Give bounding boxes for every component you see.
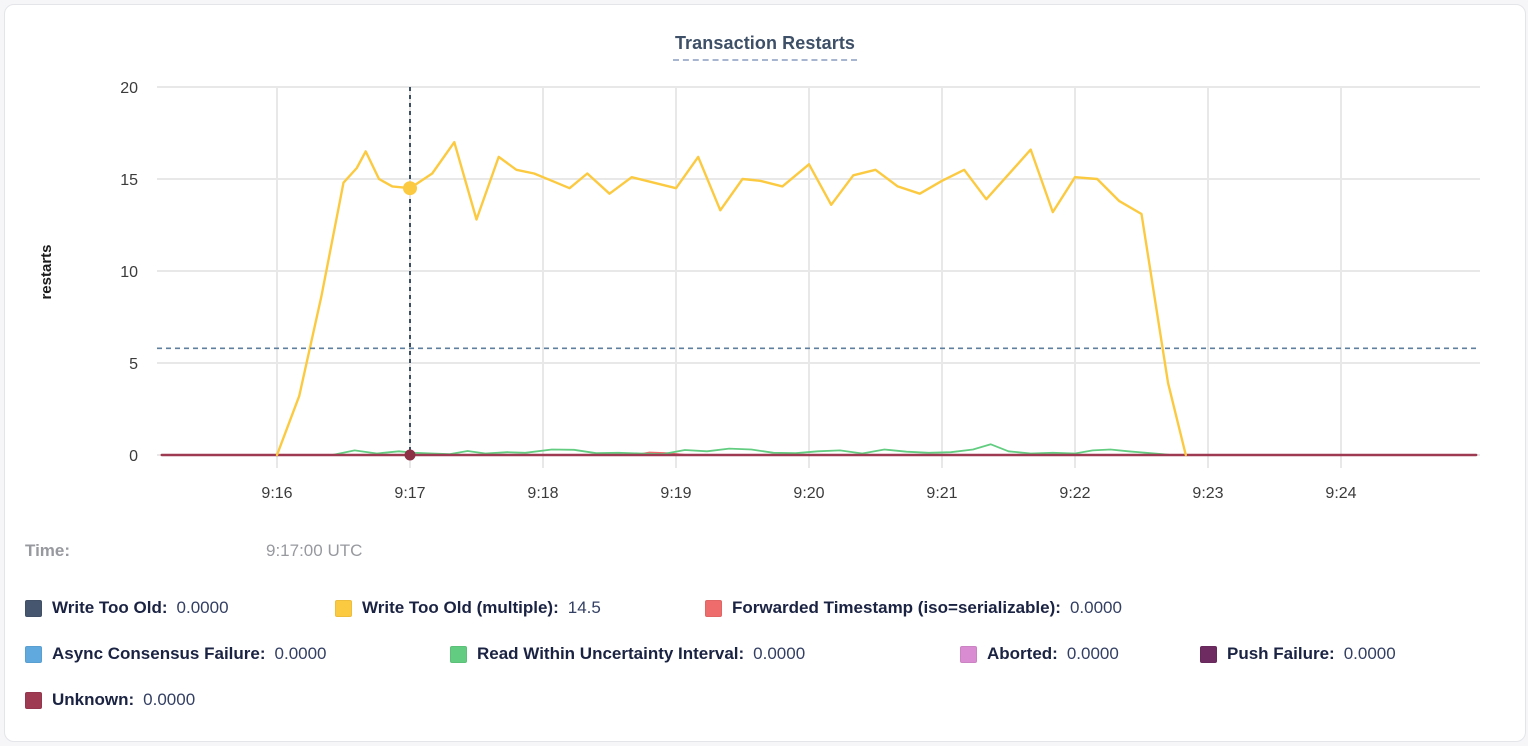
legend-item-write-too-old: Write Too Old: 0.0000 (25, 597, 229, 619)
x-tick-label: 9:20 (793, 485, 824, 502)
legend-swatch (25, 691, 42, 709)
chart-legend: Write Too Old: 0.0000 Write Too Old (multi… (5, 5, 1525, 741)
legend-value: 0.0000 (1066, 644, 1119, 663)
legend-value: 14.5 (567, 598, 601, 617)
chart-card: Transaction Restarts 0 5 10 15 20 9:16 9:17 9:1… (4, 4, 1526, 742)
legend-value: 0.0000 (1069, 598, 1122, 617)
chart-header: Transaction Restarts (5, 33, 1525, 61)
x-tick-label: 9:22 (1059, 485, 1090, 502)
legend-value: 0.0000 (1343, 644, 1396, 663)
hover-dot-unknown (404, 449, 416, 461)
legend-swatch (450, 645, 467, 663)
legend-value: 0.0000 (176, 598, 229, 617)
x-tick-label: 9:18 (527, 485, 558, 502)
chart-title[interactable]: Transaction Restarts (672, 33, 858, 61)
x-tick-label: 9:19 (660, 485, 691, 502)
legend-label: Forwarded Timestamp (iso=serializable): (732, 598, 1061, 617)
legend-label: Write Too Old: (52, 598, 168, 617)
chart-gridlines (157, 86, 1480, 468)
legend-label: Unknown: (52, 690, 135, 709)
legend-label: Push Failure: (1227, 644, 1335, 663)
chart-hover-crosshair (157, 87, 1480, 461)
legend-label: Aborted: (987, 644, 1058, 663)
series-line-write-too-old-multiple- (275, 140, 1188, 457)
chart-series-lines (160, 140, 1478, 457)
legend-swatch (705, 599, 722, 617)
legend-item-async-consensus-failure: Async Consensus Failure: 0.0000 (25, 643, 327, 665)
x-tick-label: 9:23 (1192, 485, 1223, 502)
y-tick-label: 5 (129, 356, 138, 373)
legend-swatch (960, 645, 977, 663)
legend-swatch (335, 599, 352, 617)
x-tick-label: 9:17 (394, 485, 425, 502)
legend-swatch (25, 645, 42, 663)
y-axis-label: restarts (38, 244, 55, 299)
legend-swatch (25, 599, 42, 617)
legend-label: Read Within Uncertainty Interval: (477, 644, 745, 663)
legend-value: 0.0000 (143, 690, 196, 709)
x-tick-label: 9:21 (926, 485, 957, 502)
x-tick-label: 9:24 (1325, 485, 1356, 502)
legend-item-write-too-old-multiple-: Write Too Old (multiple): 14.5 (335, 597, 601, 619)
hover-time-row: Time: 9:17:00 UTC (5, 541, 1525, 565)
time-value: 9:17:00 UTC (266, 541, 363, 560)
transaction-restarts-chart[interactable]: 0 5 10 15 20 9:16 9:17 9:18 9:19 9:20 9:21 9:22 9:23… (5, 60, 1525, 520)
legend-item-push-failure: Push Failure: 0.0000 (1200, 643, 1396, 665)
legend-item-forwarded-timestamp-iso-serializable-: Forwarded Timestamp (iso=serializable): 0… (705, 597, 1122, 619)
legend-label: Async Consensus Failure: (52, 644, 266, 663)
y-tick-label: 20 (120, 80, 138, 97)
legend-item-read-within-uncertainty-interval: Read Within Uncertainty Interval: 0.0000 (450, 643, 805, 665)
legend-value: 0.0000 (753, 644, 806, 663)
legend-swatch (1200, 645, 1217, 663)
legend-label: Write Too Old (multiple): (362, 598, 559, 617)
y-tick-label: 15 (120, 172, 138, 189)
hover-dot-write-too-old-multiple- (403, 181, 417, 196)
series-line-read-within-uncertainty-interval (331, 443, 1172, 456)
legend-item-aborted: Aborted: 0.0000 (960, 643, 1119, 665)
y-tick-label: 0 (129, 448, 138, 465)
y-tick-label: 10 (120, 264, 138, 281)
legend-value: 0.0000 (274, 644, 327, 663)
time-label: Time: (25, 541, 71, 560)
legend-item-unknown: Unknown: 0.0000 (25, 689, 195, 711)
x-tick-label: 9:16 (261, 485, 292, 502)
chart-axis-labels: 0 5 10 15 20 9:16 9:17 9:18 9:19 9:20 9:21 9:22 9:23… (38, 80, 1357, 502)
